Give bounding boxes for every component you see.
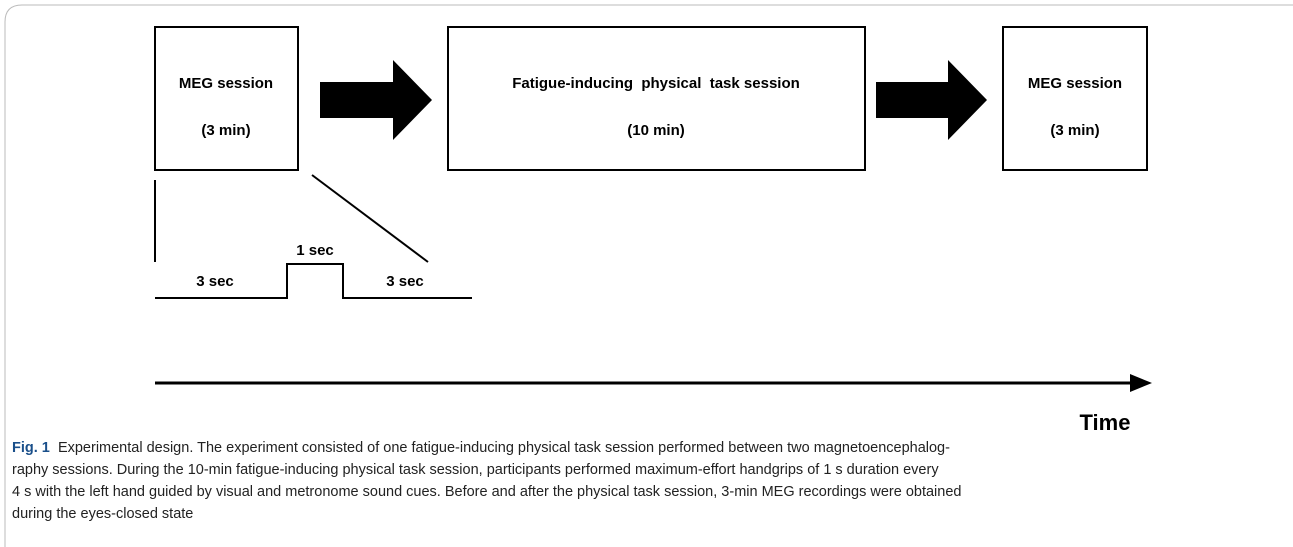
- box-title: MEG session: [1028, 75, 1122, 92]
- arrow: [876, 60, 987, 140]
- axis-arrowhead: [1130, 374, 1152, 392]
- box-duration: (3 min): [1050, 122, 1099, 139]
- zoom-line: [311, 174, 429, 263]
- box: [1002, 26, 1148, 171]
- timing-label: 1 sec: [296, 242, 334, 259]
- box: [447, 26, 866, 171]
- timing-label: 3 sec: [386, 273, 424, 290]
- box-duration: (10 min): [627, 122, 685, 139]
- frame: [4, 4, 1293, 547]
- arrow: [320, 60, 432, 140]
- pulse: [155, 263, 472, 299]
- caption-line: 4 s with the left hand guided by visual …: [12, 484, 962, 500]
- box-title: MEG session: [179, 75, 273, 92]
- caption-line: raphy sessions. During the 10-min fatigu…: [12, 462, 939, 478]
- box-title: Fatigue-inducing physical task session: [512, 75, 800, 92]
- caption-line: during the eyes-closed state: [12, 506, 194, 522]
- caption-text: Experimental design. The experiment cons…: [57, 440, 950, 456]
- caption-label: Fig. 1: [12, 440, 50, 456]
- timing-label: 3 sec: [196, 273, 234, 290]
- box-duration: (3 min): [201, 122, 250, 139]
- box: [154, 26, 299, 171]
- caption-line: Fig. 1 Experimental design. The experime…: [12, 437, 950, 459]
- axis-label: Time: [1080, 410, 1131, 435]
